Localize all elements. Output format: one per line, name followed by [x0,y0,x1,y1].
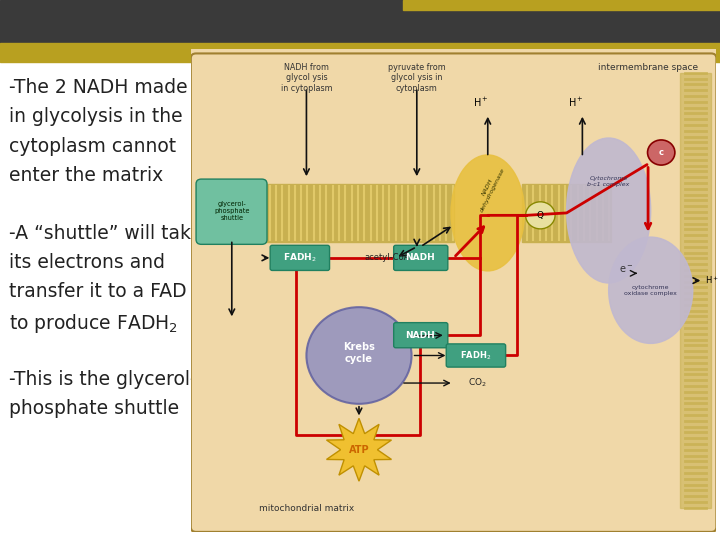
Text: cytoplasm cannot: cytoplasm cannot [9,137,176,156]
Text: ATP: ATP [348,445,369,455]
Text: -This is the glycerol-: -This is the glycerol- [9,370,197,389]
Text: mitochondrial matrix: mitochondrial matrix [258,504,354,512]
Text: H$^+$: H$^+$ [473,96,489,109]
Ellipse shape [567,138,651,283]
Text: enter the matrix: enter the matrix [9,166,163,185]
Bar [0,43,720,62]
Polygon shape [326,418,392,481]
Text: Krebs
cycle: Krebs cycle [343,342,375,364]
Text: e$^-$: e$^-$ [619,265,634,275]
Text: c: c [659,148,664,157]
Circle shape [526,202,555,229]
Text: H$^+$: H$^+$ [705,275,719,286]
Text: acetyl-CoA: acetyl-CoA [364,253,410,262]
Text: NADH: NADH [405,330,436,340]
Text: NADH from
glycol ysis
in cytoplasm: NADH from glycol ysis in cytoplasm [281,63,332,93]
Text: pyruvate from
glycol ysis in
cytoplasm: pyruvate from glycol ysis in cytoplasm [388,63,446,93]
Text: FADH$_2$: FADH$_2$ [461,349,492,362]
Text: glycerol-
phosphate
shuttle: glycerol- phosphate shuttle [214,201,250,221]
FancyBboxPatch shape [270,245,330,271]
Ellipse shape [451,155,525,271]
FancyBboxPatch shape [196,179,267,244]
Text: -A “shuttle” will take: -A “shuttle” will take [9,224,202,243]
Circle shape [647,140,675,165]
Text: in glycolysis in the: in glycolysis in the [9,107,183,126]
Text: transfer it to a FAD: transfer it to a FAD [9,282,187,301]
FancyBboxPatch shape [446,344,505,367]
Text: phosphate shuttle: phosphate shuttle [9,399,179,418]
Text: to produce FADH$_2$: to produce FADH$_2$ [9,312,179,335]
Text: its electrons and: its electrons and [9,253,166,272]
Circle shape [307,307,412,404]
Text: NADH: NADH [405,253,436,262]
Bar [403,0,720,10]
Bar [522,184,611,242]
Text: cytochrome
oxidase complex: cytochrome oxidase complex [624,285,677,296]
Text: CO$_2$: CO$_2$ [468,377,487,389]
Text: FADH$_2$: FADH$_2$ [283,252,317,264]
Text: -The 2 NADH made: -The 2 NADH made [9,78,188,97]
FancyBboxPatch shape [394,245,448,271]
FancyBboxPatch shape [394,322,448,348]
Text: Cytochrome
b-c1 complex: Cytochrome b-c1 complex [588,176,630,187]
Text: NADH
dehydrogenase: NADH dehydrogenase [474,165,506,213]
Bar [233,184,454,242]
FancyBboxPatch shape [191,53,716,532]
Bar [0,0,720,43]
Text: H$^+$: H$^+$ [568,96,583,109]
Text: intermembrane space: intermembrane space [598,63,698,72]
Bar [680,73,711,508]
Ellipse shape [608,237,693,343]
Text: Q: Q [537,211,544,220]
